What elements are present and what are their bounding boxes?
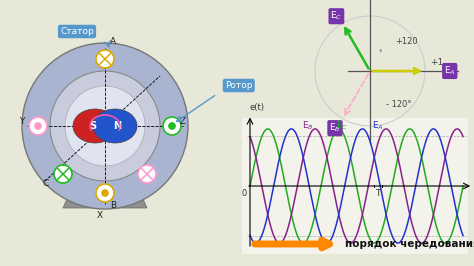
- Text: порядок чередования: порядок чередования: [345, 239, 474, 249]
- Text: E$_C$: E$_C$: [330, 10, 343, 22]
- Circle shape: [50, 71, 160, 181]
- Text: E$_C$: E$_C$: [336, 120, 348, 132]
- Polygon shape: [63, 176, 147, 208]
- Circle shape: [54, 165, 72, 183]
- Polygon shape: [242, 118, 468, 254]
- Text: +1: +1: [430, 58, 444, 67]
- Circle shape: [96, 184, 114, 202]
- Circle shape: [138, 165, 156, 183]
- Circle shape: [96, 50, 114, 68]
- Text: E$_B$: E$_B$: [329, 122, 341, 134]
- Ellipse shape: [73, 109, 117, 143]
- Ellipse shape: [93, 109, 137, 143]
- Text: B: B: [110, 201, 116, 210]
- Text: X: X: [97, 211, 103, 220]
- Circle shape: [22, 43, 188, 209]
- Circle shape: [163, 117, 181, 135]
- Text: 0: 0: [242, 189, 247, 198]
- Text: C: C: [43, 179, 49, 188]
- Text: e(t): e(t): [250, 103, 265, 112]
- Circle shape: [102, 190, 108, 196]
- Text: S: S: [90, 121, 97, 131]
- Text: Z: Z: [180, 117, 186, 126]
- Text: E$_B$: E$_B$: [302, 120, 314, 132]
- Text: - 120°: - 120°: [386, 100, 412, 109]
- Text: +120: +120: [395, 36, 418, 45]
- Circle shape: [29, 117, 47, 135]
- Text: Ротор: Ротор: [225, 81, 253, 90]
- Text: Y: Y: [19, 117, 24, 126]
- Circle shape: [169, 123, 175, 129]
- Text: E$_A$: E$_A$: [444, 65, 456, 77]
- Text: T: T: [375, 189, 380, 198]
- Circle shape: [65, 86, 145, 166]
- Text: A: A: [110, 37, 116, 46]
- Text: E$_A$: E$_A$: [372, 120, 384, 132]
- Text: N: N: [113, 121, 121, 131]
- Text: Статор: Статор: [60, 27, 94, 36]
- Text: °: °: [378, 51, 382, 57]
- Circle shape: [35, 123, 41, 129]
